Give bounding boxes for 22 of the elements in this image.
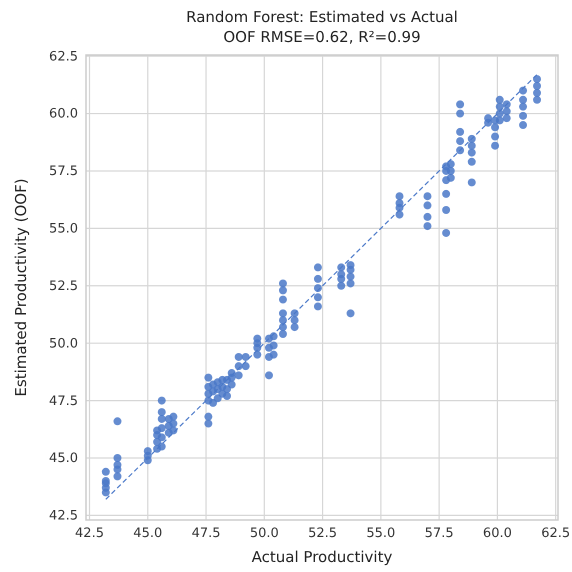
y-tick-label: 57.5: [49, 164, 78, 180]
x-tick-label: 42.5: [75, 526, 104, 542]
x-axis-title: Actual Productivity: [252, 548, 392, 566]
y-tick-label: 50.0: [49, 336, 78, 352]
x-tick-label: 50.0: [250, 526, 279, 542]
x-tick-label: 47.5: [192, 526, 221, 542]
y-tick-label: 47.5: [49, 394, 78, 409]
y-tick-label: 52.5: [49, 278, 78, 294]
chart-title: Random Forest: Estimated vs Actual: [186, 8, 458, 26]
y-tick-label: 62.5: [49, 49, 78, 64]
x-tick-label: 55.0: [366, 526, 396, 542]
y-tick-label: 45.0: [49, 451, 78, 466]
x-tick-label: 57.5: [424, 526, 454, 542]
chart-subtitle: OOF RMSE=0.62, R²=0.99: [223, 28, 421, 46]
x-tick-label: 52.5: [308, 526, 338, 542]
y-axis-title: Estimated Productivity (OOF): [12, 178, 30, 397]
y-tick-label: 55.0: [49, 222, 78, 237]
x-tick-label: 60.0: [482, 526, 512, 542]
y-tick-label: 42.5: [49, 508, 78, 524]
x-tick-label: 62.5: [541, 526, 570, 542]
x-tick-label: 45.0: [133, 526, 162, 542]
y-tick-label: 60.0: [49, 106, 78, 122]
